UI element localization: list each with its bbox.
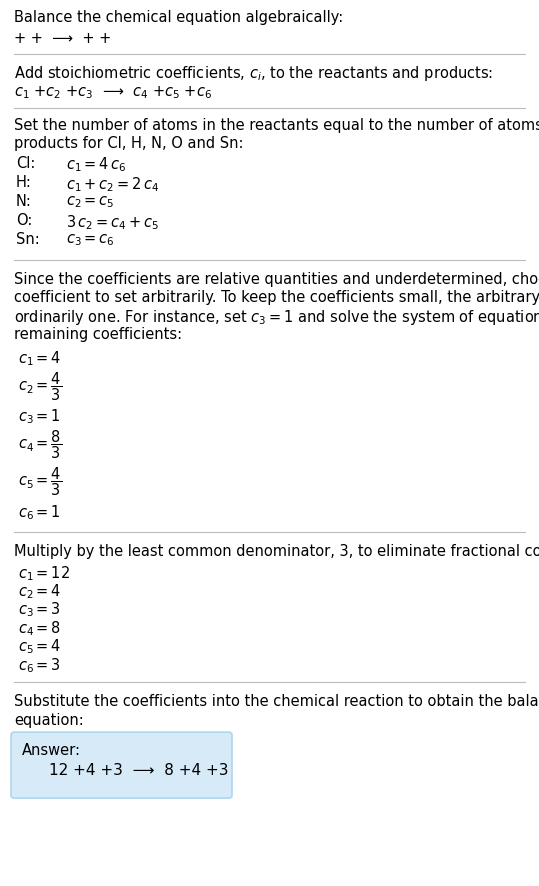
FancyBboxPatch shape xyxy=(11,732,232,798)
Text: $c_3 = 1$: $c_3 = 1$ xyxy=(18,408,61,426)
Text: $c_3 = c_6$: $c_3 = c_6$ xyxy=(66,232,115,248)
Text: $c_6 = 1$: $c_6 = 1$ xyxy=(18,503,61,522)
Text: $c_2 = c_5$: $c_2 = c_5$ xyxy=(66,194,115,210)
Text: $c_5 = 4$: $c_5 = 4$ xyxy=(18,638,61,657)
Text: $c_6 = 3$: $c_6 = 3$ xyxy=(18,656,61,674)
Text: Add stoichiometric coefficients, $c_i$, to the reactants and products:: Add stoichiometric coefficients, $c_i$, … xyxy=(14,65,493,83)
Text: $c_4 = 8$: $c_4 = 8$ xyxy=(18,619,61,638)
Text: products for Cl, H, N, O and Sn:: products for Cl, H, N, O and Sn: xyxy=(14,136,244,152)
Text: + +  ⟶  + +: + + ⟶ + + xyxy=(14,31,111,46)
Text: remaining coefficients:: remaining coefficients: xyxy=(14,327,182,342)
Text: ordinarily one. For instance, set $c_3 = 1$ and solve the system of equations fo: ordinarily one. For instance, set $c_3 =… xyxy=(14,308,539,328)
Text: $c_2 = \dfrac{4}{3}$: $c_2 = \dfrac{4}{3}$ xyxy=(18,370,63,402)
Text: N:: N: xyxy=(16,194,32,209)
Text: $c_1 = 12$: $c_1 = 12$ xyxy=(18,563,70,583)
Text: $c_5 = \dfrac{4}{3}$: $c_5 = \dfrac{4}{3}$ xyxy=(18,466,63,498)
Text: $c_1 + c_2 = 2\,c_4$: $c_1 + c_2 = 2\,c_4$ xyxy=(66,175,160,193)
Text: $c_1 = 4\,c_6$: $c_1 = 4\,c_6$ xyxy=(66,156,127,175)
Text: H:: H: xyxy=(16,175,32,190)
Text: Balance the chemical equation algebraically:: Balance the chemical equation algebraica… xyxy=(14,10,343,25)
Text: Set the number of atoms in the reactants equal to the number of atoms in the: Set the number of atoms in the reactants… xyxy=(14,118,539,133)
Text: $3\,c_2 = c_4 + c_5$: $3\,c_2 = c_4 + c_5$ xyxy=(66,214,159,232)
Text: equation:: equation: xyxy=(14,712,84,727)
Text: Substitute the coefficients into the chemical reaction to obtain the balanced: Substitute the coefficients into the che… xyxy=(14,695,539,710)
Text: Sn:: Sn: xyxy=(16,232,40,247)
Text: 12 +4 +3  ⟶  8 +4 +3: 12 +4 +3 ⟶ 8 +4 +3 xyxy=(49,763,229,778)
Text: $c_4 = \dfrac{8}{3}$: $c_4 = \dfrac{8}{3}$ xyxy=(18,428,63,461)
Text: Multiply by the least common denominator, 3, to eliminate fractional coefficient: Multiply by the least common denominator… xyxy=(14,544,539,559)
Text: $c_3 = 3$: $c_3 = 3$ xyxy=(18,601,61,619)
Text: $c_1$ +$c_2$ +$c_3$  ⟶  $c_4$ +$c_5$ +$c_6$: $c_1$ +$c_2$ +$c_3$ ⟶ $c_4$ +$c_5$ +$c_6… xyxy=(14,84,212,101)
Text: $c_2 = 4$: $c_2 = 4$ xyxy=(18,582,61,601)
Text: O:: O: xyxy=(16,214,32,229)
Text: Since the coefficients are relative quantities and underdetermined, choose a: Since the coefficients are relative quan… xyxy=(14,272,539,286)
Text: $c_1 = 4$: $c_1 = 4$ xyxy=(18,349,61,368)
Text: Cl:: Cl: xyxy=(16,156,36,171)
Text: Answer:: Answer: xyxy=(22,743,81,758)
Text: coefficient to set arbitrarily. To keep the coefficients small, the arbitrary va: coefficient to set arbitrarily. To keep … xyxy=(14,290,539,305)
